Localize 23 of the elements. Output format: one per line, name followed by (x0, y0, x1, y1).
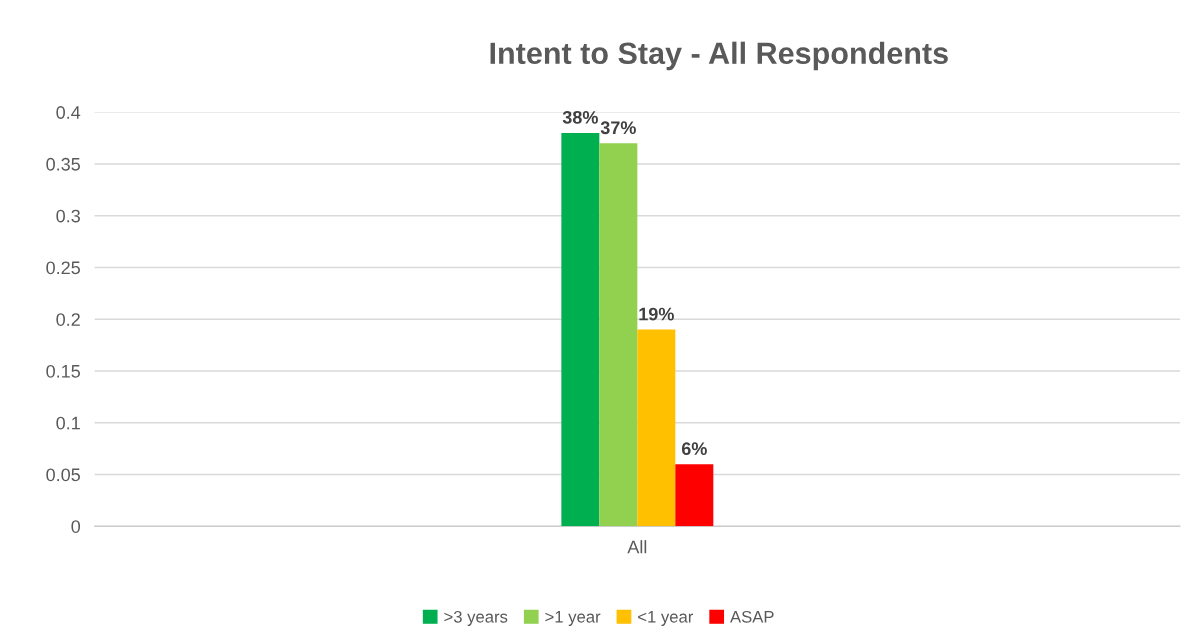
y-tick-label: 0.2 (56, 313, 80, 326)
x-tick-label: All (627, 540, 647, 554)
bar (561, 132, 600, 527)
y-tick-label: 0.25 (46, 261, 80, 275)
y-tick-label: 0 (71, 520, 81, 533)
bar (599, 143, 638, 527)
y-tick-label: 0.3 (56, 209, 80, 223)
data-label: 19% (639, 307, 674, 321)
bar (675, 464, 714, 527)
y-tick-label: 0.1 (56, 416, 80, 430)
y-tick-label: 0.15 (46, 364, 80, 378)
chart-title: Intent to Stay - All Respondents (490, 41, 948, 71)
legend-label: <1 year (638, 611, 694, 626)
legend-label: >1 year (545, 611, 601, 626)
legend-label: ASAP (730, 610, 774, 623)
y-tick-label: 0.4 (56, 106, 81, 119)
bar (637, 329, 676, 527)
data-label: 37% (600, 121, 636, 135)
legend-label: >3 years (444, 610, 508, 626)
data-label: 38% (562, 110, 598, 124)
y-tick-label: 0.05 (46, 468, 80, 482)
data-label: 6% (681, 442, 707, 456)
y-tick-label: 0.35 (46, 157, 80, 171)
